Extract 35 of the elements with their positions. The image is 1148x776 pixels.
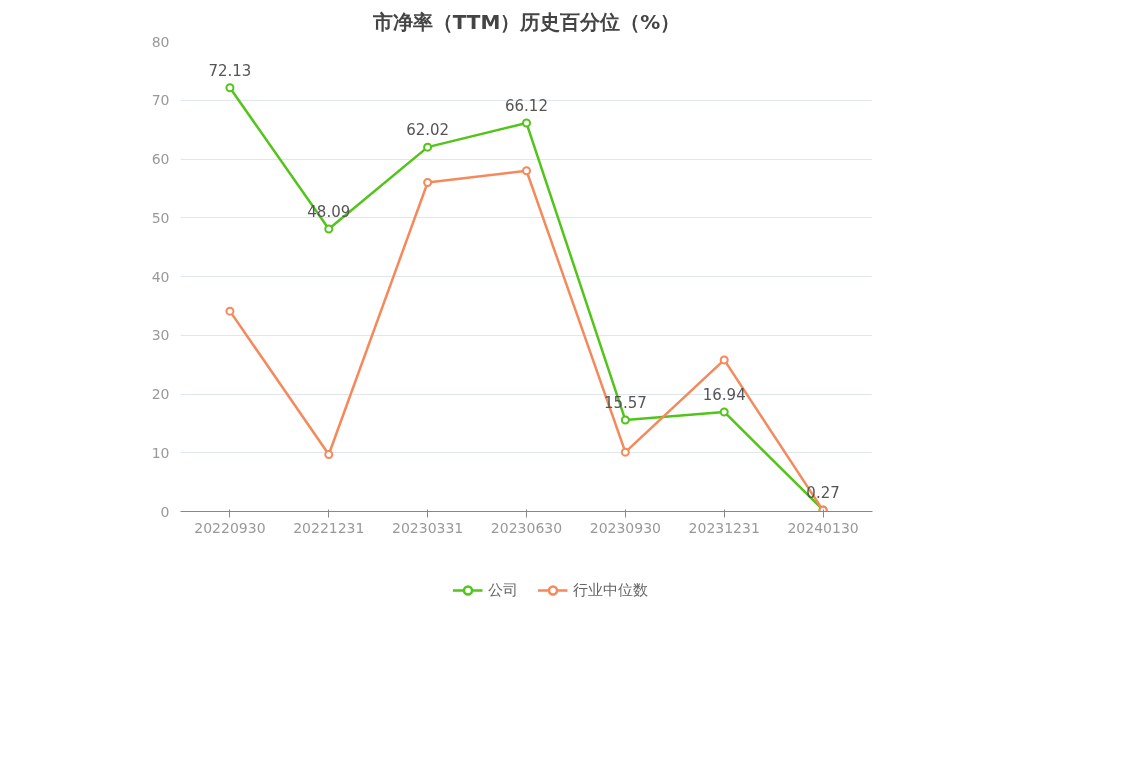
chart-title: 市净率（TTM）历史百分位（%）: [371, 10, 681, 34]
x-tick-label: 20221231: [293, 519, 365, 536]
y-tick-label: 10: [151, 444, 170, 461]
point: [423, 142, 433, 152]
legend-label: 公司: [487, 580, 518, 600]
point: [423, 178, 433, 187]
point: [324, 450, 334, 460]
y-tick-label: 60: [151, 151, 170, 167]
y-tick-label: 20: [151, 386, 170, 402]
y-tick-label: 50: [151, 209, 170, 226]
y-tick-label: 30: [151, 327, 170, 344]
point: [522, 166, 531, 176]
legend-label: 行业中位数: [572, 580, 648, 600]
point: [620, 447, 630, 457]
x-tick-label: 20230930: [589, 519, 661, 536]
x-tick-label: 20240130: [787, 519, 859, 536]
x-tick-label: 20230630: [490, 519, 563, 536]
point: [719, 407, 729, 417]
point: [620, 415, 630, 425]
point: [719, 355, 729, 365]
point: [522, 118, 531, 128]
data-label: 16.94: [702, 385, 746, 404]
data-label: 62.02: [406, 121, 450, 140]
x-tick-label: 20220930: [194, 519, 266, 536]
x-tick-label: 20231231: [688, 519, 760, 536]
point: [225, 306, 235, 316]
y-tick-label: 80: [151, 33, 170, 50]
data-label: 66.12: [505, 97, 548, 116]
x-tick-label: 20230331: [392, 519, 464, 536]
data-label: 72.13: [208, 61, 252, 80]
point: [225, 83, 235, 93]
y-tick-label: 0: [160, 503, 170, 520]
y-tick-label: 40: [151, 268, 170, 285]
y-tick-label: 70: [151, 92, 170, 109]
point: [324, 224, 334, 234]
